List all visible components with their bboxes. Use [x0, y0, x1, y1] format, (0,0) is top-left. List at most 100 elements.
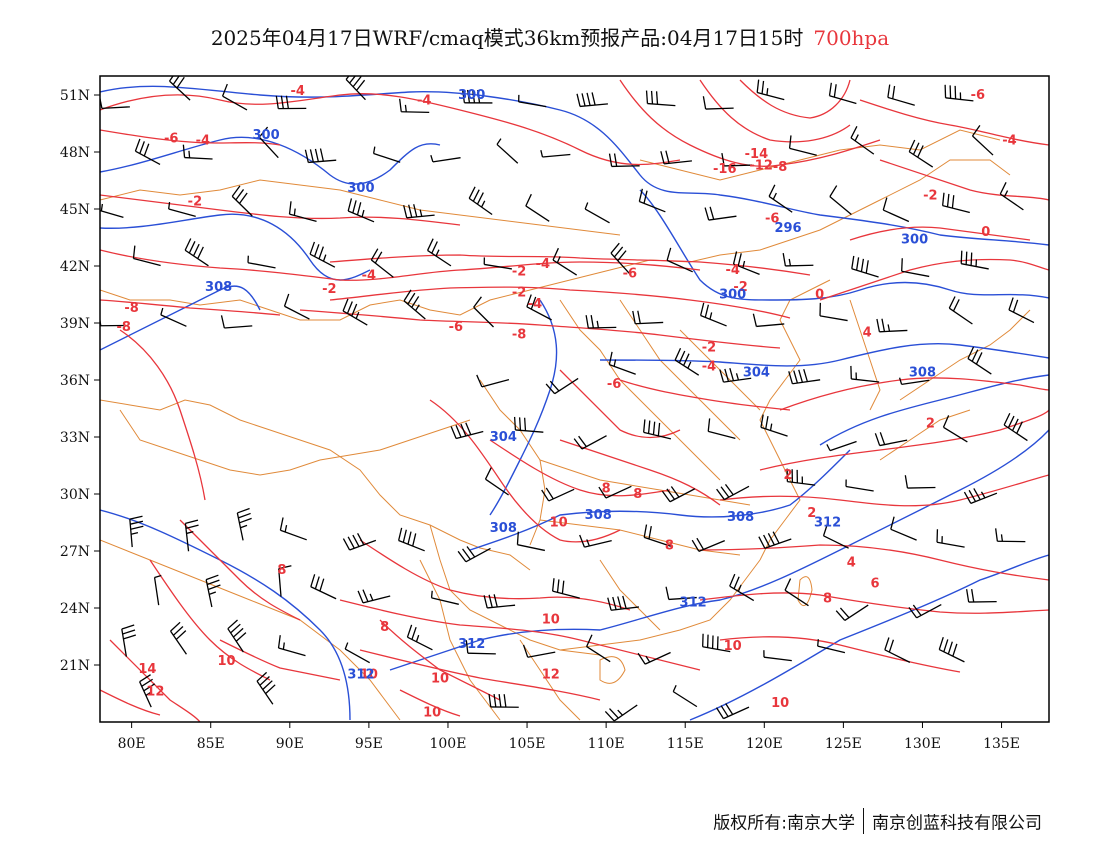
wind-barb — [661, 486, 696, 503]
temperature-contour-label: 4 — [847, 555, 856, 570]
province-path-5 — [599, 559, 661, 631]
temperature-contour-label: -2 — [512, 286, 526, 301]
wind-barb — [461, 89, 493, 104]
geopotential-contour-label: 312 — [680, 595, 707, 610]
temp-sw-2-path — [399, 689, 461, 717]
geopotential-contour-label: 300 — [901, 232, 928, 247]
wind-barb — [139, 674, 156, 708]
temperature-contour-label: -2 — [733, 280, 747, 295]
wind-barb — [430, 154, 461, 163]
temperature-contour-label: 12 — [542, 668, 560, 683]
wind-barb — [608, 153, 640, 168]
temperature-contour-label: -4 — [196, 134, 210, 149]
wind-barb — [584, 202, 610, 224]
wind-barb — [426, 238, 452, 267]
gph-308-east-path — [819, 374, 1049, 446]
wind-barb-layer — [100, 76, 1035, 722]
wind-barb — [768, 184, 793, 213]
mongolia-path — [100, 179, 621, 236]
wind-barb — [835, 604, 869, 621]
wind-barb — [908, 139, 934, 168]
temperature-contour-label: -8 — [124, 301, 138, 316]
wind-barb — [704, 206, 737, 221]
x-tick-label: 135E — [983, 736, 1020, 752]
geopotential-contour-label: 304 — [490, 430, 517, 445]
copyright-left: 版权所有:南京大学 — [713, 813, 855, 834]
temperature-contour-label: 12 — [146, 685, 164, 700]
gph-312-west-path — [100, 509, 351, 721]
wind-barb — [632, 310, 664, 325]
geopotential-contour-label: 300 — [458, 88, 485, 103]
wind-barb — [643, 524, 671, 547]
wind-barb — [672, 684, 698, 708]
temp-s-2-path — [489, 439, 671, 497]
geopotential-contour-label: 308 — [585, 508, 612, 523]
province-path-2 — [619, 299, 741, 441]
wind-barb — [702, 633, 731, 653]
russia-path — [639, 129, 1001, 181]
temperature-contour-label: 8 — [277, 563, 286, 578]
geopotential-contour-label: 312 — [347, 668, 374, 683]
temperature-contour-label: 2 — [807, 506, 816, 521]
wind-barb — [826, 440, 857, 452]
temperature-contour-label: 10 — [360, 668, 378, 683]
y-tick-label: 33N — [60, 430, 90, 446]
wind-barb — [279, 517, 307, 541]
wind-barb — [763, 650, 792, 662]
temp-s-6-path — [359, 649, 601, 701]
wind-barb — [598, 485, 632, 499]
temp-w-1-path — [119, 329, 206, 501]
wind-barb — [691, 537, 725, 552]
gph-300-north-path — [100, 85, 1049, 246]
geopotential-label-layer: 300 300 300 296 300 308 300 304 308 304 308 308 308 3… — [205, 88, 936, 683]
y-tick-label: 39N — [60, 316, 90, 332]
wind-barb — [483, 594, 516, 609]
wind-barb — [643, 419, 672, 440]
temp-e-5-path — [699, 592, 1049, 614]
wind-barb — [760, 414, 788, 437]
temperature-contour-label: 6 — [870, 576, 879, 591]
temperature-contour-label: -6 — [623, 267, 637, 282]
wind-barb — [496, 138, 519, 164]
wind-barb — [699, 302, 727, 327]
wind-barb — [828, 82, 857, 105]
wind-barb — [134, 138, 161, 166]
temperature-contour-label: -6 — [449, 320, 463, 335]
boundary-layer — [100, 129, 1031, 721]
wind-barb — [719, 368, 752, 383]
geopotential-contour-label: 308 — [727, 510, 754, 525]
geopotential-contour-label: 304 — [743, 365, 770, 380]
wind-barb — [516, 531, 546, 552]
copyright-footer: 版权所有:南京大学 南京创蓝科技有限公司 — [713, 808, 1042, 834]
wind-barb — [540, 150, 571, 158]
map-frame — [99, 75, 1050, 723]
temp-center-2-path — [619, 379, 791, 411]
wind-barb — [275, 95, 307, 110]
geopotential-contour-label: 296 — [774, 221, 801, 236]
hainan-path — [599, 656, 626, 684]
wind-barb — [450, 422, 484, 440]
temp-e-2-path — [759, 409, 1049, 471]
temp-w-3-path — [149, 559, 271, 681]
temp-north-3-path — [739, 79, 851, 119]
temperature-contour-label: 8 — [823, 592, 832, 607]
wind-barb — [513, 416, 544, 433]
wind-barb — [182, 144, 213, 160]
wind-barb — [153, 574, 162, 606]
temp-s-4-path — [359, 539, 631, 611]
x-tick-label: 130E — [904, 736, 941, 752]
wind-barb — [399, 98, 430, 114]
y-tick-label: 42N — [60, 259, 90, 275]
wind-barb — [430, 590, 459, 605]
wind-barb — [884, 637, 911, 663]
x-tick-label: 105E — [509, 736, 546, 752]
temperature-contour-label: -4 — [528, 297, 542, 312]
wind-barb — [874, 432, 908, 447]
wind-barb — [483, 257, 512, 270]
geopotential-contour-label: 312 — [458, 637, 485, 652]
wind-barb — [758, 531, 792, 549]
wind-barb — [406, 624, 433, 651]
temperature-contour-label: 2 — [784, 468, 793, 483]
taiwan-path — [797, 576, 813, 607]
y-axis: 51N 48N 45N 42N 39N 36N 33N 30N 27N 24N 21N — [60, 88, 100, 674]
